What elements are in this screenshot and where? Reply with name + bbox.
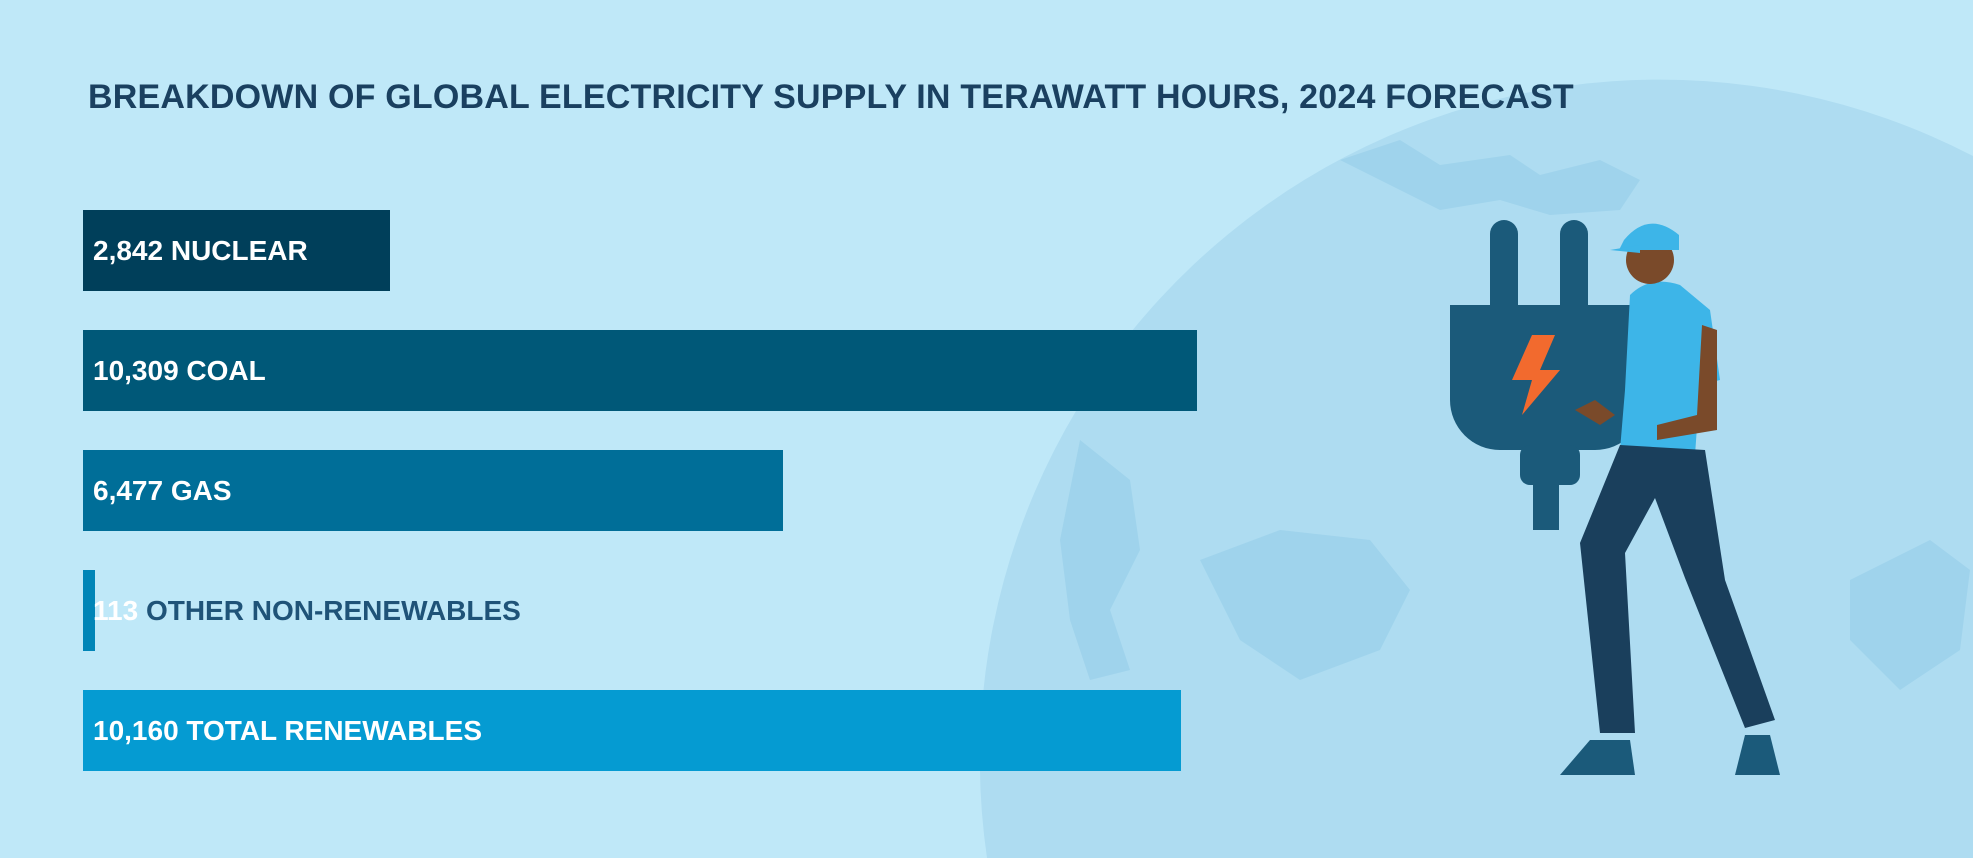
data-label: 113 — [93, 595, 139, 626]
bar-label: 10,160 TOTAL RENEWABLES — [93, 690, 482, 771]
category-label: OTHER NON-RENEWABLES — [145, 595, 521, 626]
data-label: 10,309 — [93, 355, 179, 386]
bar-label: 6,477 GAS — [93, 450, 232, 531]
bar-label: 2,842 NUCLEAR — [93, 210, 308, 291]
data-label: 10,160 — [93, 715, 179, 746]
category-label: TOTAL RENEWABLES — [186, 715, 482, 746]
category-label: GAS — [170, 475, 232, 506]
data-label: 2,842 — [93, 235, 164, 266]
category-label: NUCLEAR — [170, 235, 308, 266]
chart-title: BREAKDOWN OF GLOBAL ELECTRICITY SUPPLY I… — [88, 78, 1574, 116]
bar — [83, 570, 96, 651]
data-label: 6,477 — [93, 475, 164, 506]
bar — [83, 690, 1181, 771]
bar — [83, 330, 1197, 411]
bar-label: 113 OTHER NON-RENEWABLES — [93, 570, 521, 651]
worker-illustration — [1450, 220, 1780, 775]
bar — [83, 210, 391, 291]
category-label: COAL — [186, 355, 266, 386]
worker — [1560, 223, 1780, 775]
bar — [83, 450, 783, 531]
bar-label: 10,309 COAL — [93, 330, 266, 411]
lightning-icon — [1512, 335, 1560, 415]
